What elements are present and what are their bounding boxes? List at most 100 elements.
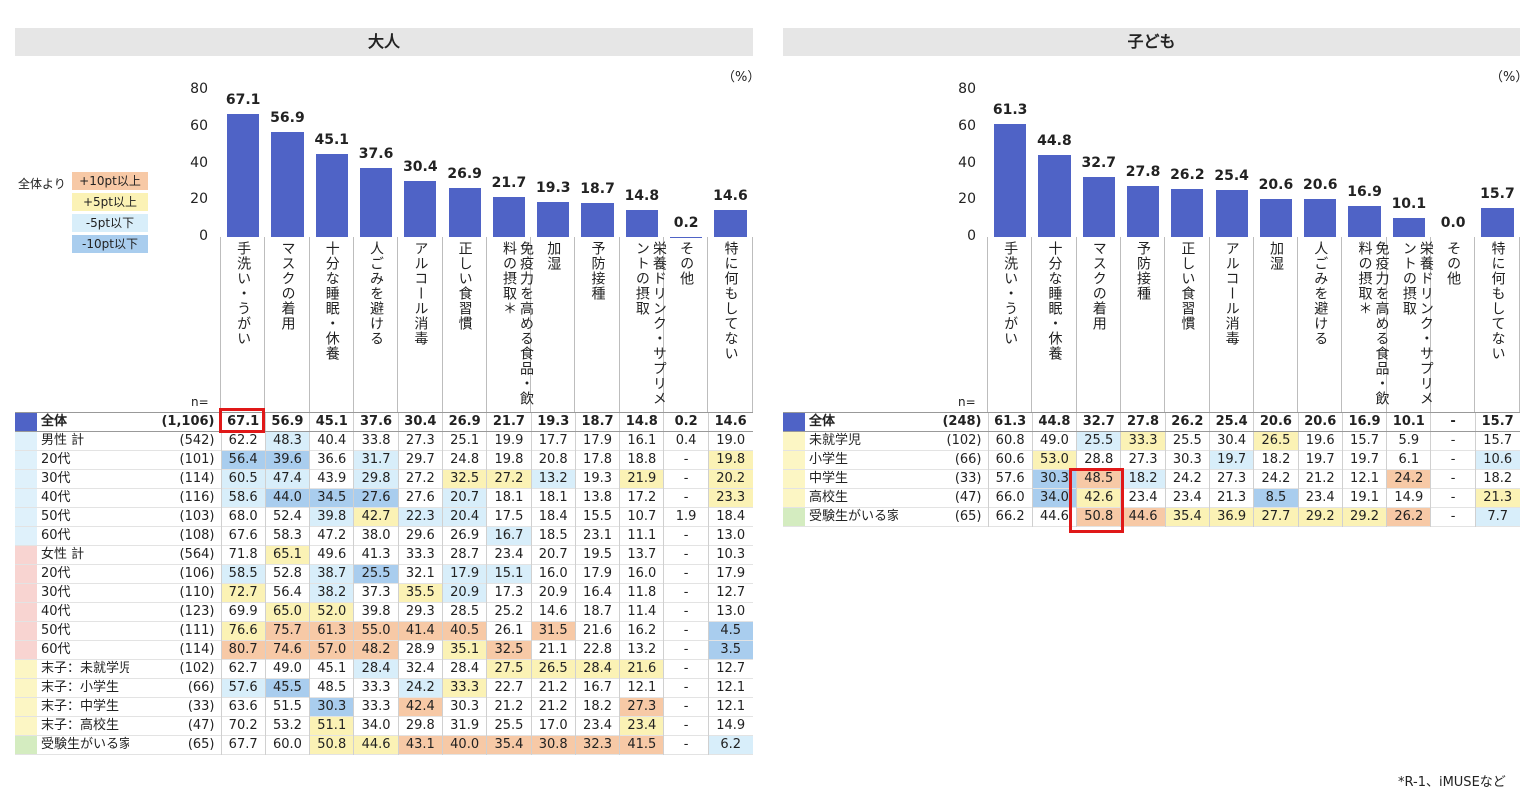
child-n-label: n= bbox=[958, 395, 976, 409]
child-row-label: 受験生がいる家庭 bbox=[809, 509, 898, 524]
adult-table-cell: 48.2 bbox=[353, 640, 399, 660]
adult-table-cell: 44.6 bbox=[353, 735, 399, 755]
adult-table-cell: 33.3 bbox=[353, 678, 399, 698]
child-table-cell: 26.2 bbox=[1386, 507, 1431, 527]
adult-bar bbox=[359, 167, 393, 237]
adult-row-n: (103) bbox=[179, 509, 215, 524]
adult-table-cell: 26.5 bbox=[530, 659, 576, 679]
child-table-cell: - bbox=[1430, 507, 1476, 527]
adult-bar bbox=[227, 113, 260, 237]
adult-table-cell: 65.0 bbox=[264, 602, 310, 622]
adult-bar-value-label: 21.7 bbox=[491, 175, 527, 192]
child-table-cell: 44.6 bbox=[1120, 507, 1166, 527]
child-table-cell: 19.1 bbox=[1341, 488, 1387, 508]
child-row-n: (248) bbox=[898, 412, 988, 432]
adult-table-cell: 27.3 bbox=[397, 431, 443, 451]
child-column-divider bbox=[1208, 237, 1210, 412]
adult-table-cell: 28.9 bbox=[397, 640, 443, 660]
adult-table-cell: 30.3 bbox=[441, 697, 487, 717]
adult-row-label: 20代 bbox=[41, 566, 71, 581]
adult-table-cell: 18.1 bbox=[486, 488, 532, 508]
adult-row-label: 60代 bbox=[41, 528, 71, 543]
adult-table-cell: 41.5 bbox=[619, 735, 664, 755]
adult-table-cell: 20.8 bbox=[530, 450, 576, 470]
child-table-row: 全体 (248) 61.3 44.8 32.7 27.8 26.2 25.4 20.6 20.6 1… bbox=[783, 412, 1520, 432]
adult-table-cell: 20.4 bbox=[441, 507, 487, 527]
child-table-cell: 30.3 bbox=[1164, 450, 1210, 470]
child-title: 子ども bbox=[783, 28, 1520, 56]
adult-table-cell: 19.9 bbox=[486, 431, 532, 451]
adult-row-n: (564) bbox=[179, 547, 215, 562]
child-category-label: アルコール消毒 bbox=[1223, 241, 1240, 346]
child-table-cell: 24.2 bbox=[1253, 469, 1299, 489]
adult-table-cell: 12.7 bbox=[707, 659, 753, 679]
child-table-cell: 19.6 bbox=[1297, 431, 1343, 451]
child-bar-value-label: 25.4 bbox=[1214, 168, 1249, 185]
child-table-cell: 27.8 bbox=[1120, 412, 1166, 432]
adult-table-cell: 25.5 bbox=[486, 716, 532, 736]
child-bar bbox=[1392, 218, 1425, 237]
adult-table-cell: 20.9 bbox=[441, 583, 487, 603]
child-category-label: 予防接種 bbox=[1135, 241, 1152, 301]
child-bar-value-label: 0.0 bbox=[1440, 215, 1466, 231]
adult-table-cell: 33.3 bbox=[441, 678, 487, 698]
child-category-label: マスクの着用 bbox=[1090, 241, 1107, 331]
adult-table-cell: 22.3 bbox=[397, 507, 443, 527]
adult-bar bbox=[537, 201, 570, 237]
adult-table-cell: 33.8 bbox=[353, 431, 399, 451]
adult-table-cell: 45.5 bbox=[264, 678, 310, 698]
adult-table-cell: 71.8 bbox=[220, 545, 266, 565]
adult-column-divider bbox=[264, 237, 266, 412]
adult-table-row: 50代 (111) 76.6 75.7 61.3 55.0 41.4 40.5 26.1 31.5… bbox=[15, 621, 753, 641]
adult-table-cell: 27.6 bbox=[397, 488, 443, 508]
adult-table-cell: 20.9 bbox=[530, 583, 576, 603]
adult-table-cell: 20.2 bbox=[707, 469, 753, 489]
adult-table-cell: 40.0 bbox=[441, 735, 487, 755]
child-bar bbox=[1304, 199, 1337, 237]
adult-bar-value-label: 30.4 bbox=[403, 159, 438, 176]
adult-row-label: 女性 計 bbox=[41, 547, 85, 562]
child-table-cell: 53.0 bbox=[1031, 450, 1077, 470]
adult-table-cell: 29.8 bbox=[397, 716, 443, 736]
child-bar bbox=[1082, 176, 1115, 237]
child-column-divider bbox=[1341, 237, 1343, 412]
adult-row-group-marker bbox=[15, 564, 37, 584]
child-column-divider bbox=[1474, 237, 1476, 412]
adult-row-group-marker bbox=[15, 735, 37, 755]
adult-row-group-marker bbox=[15, 545, 37, 565]
child-bar bbox=[1171, 188, 1204, 237]
adult-table-cell: 18.7 bbox=[574, 412, 620, 432]
adult-table-cell: 16.7 bbox=[574, 678, 620, 698]
adult-table-cell: 10.3 bbox=[707, 545, 753, 565]
adult-row-n: (111) bbox=[179, 623, 215, 638]
adult-column-divider bbox=[663, 237, 664, 412]
adult-table-cell: 19.0 bbox=[707, 431, 753, 451]
adult-bar-value-label: 26.9 bbox=[447, 165, 482, 182]
adult-row-label: 40代 bbox=[41, 490, 71, 505]
child-table-cell: 21.3 bbox=[1208, 488, 1254, 508]
adult-table-cell: 27.2 bbox=[486, 469, 532, 489]
adult-table-cell: - bbox=[663, 602, 709, 622]
child-bar-value-label: 20.6 bbox=[1258, 177, 1294, 194]
child-row-group-marker bbox=[783, 507, 805, 527]
child-table-cell: 15.7 bbox=[1474, 431, 1520, 451]
adult-table-cell: 19.5 bbox=[574, 545, 620, 565]
adult-table-cell: 6.2 bbox=[707, 735, 753, 755]
legend-item: -10pt以下 bbox=[72, 235, 148, 253]
adult-table-cell: 18.2 bbox=[574, 697, 620, 717]
adult-table-row: 男性 計 (542) 62.2 48.3 40.4 33.8 27.3 25.1 19.9 17.… bbox=[15, 431, 753, 451]
adult-table-cell: 62.2 bbox=[220, 431, 266, 451]
child-column-divider bbox=[1164, 237, 1166, 412]
adult-table-cell: 41.4 bbox=[397, 621, 443, 641]
adult-table-cell: 17.8 bbox=[574, 450, 620, 470]
adult-table-cell: 52.0 bbox=[309, 602, 354, 622]
adult-column-divider bbox=[397, 237, 399, 412]
adult-ytick: 0 bbox=[199, 228, 208, 244]
adult-table-cell: 23.1 bbox=[574, 526, 620, 546]
child-table-cell: 24.2 bbox=[1164, 469, 1210, 489]
adult-column-divider bbox=[441, 237, 443, 412]
child-table-cell: 15.7 bbox=[1341, 431, 1387, 451]
adult-bar bbox=[271, 132, 304, 237]
adult-table-cell: 26.9 bbox=[441, 412, 487, 432]
adult-column-divider bbox=[485, 237, 487, 412]
